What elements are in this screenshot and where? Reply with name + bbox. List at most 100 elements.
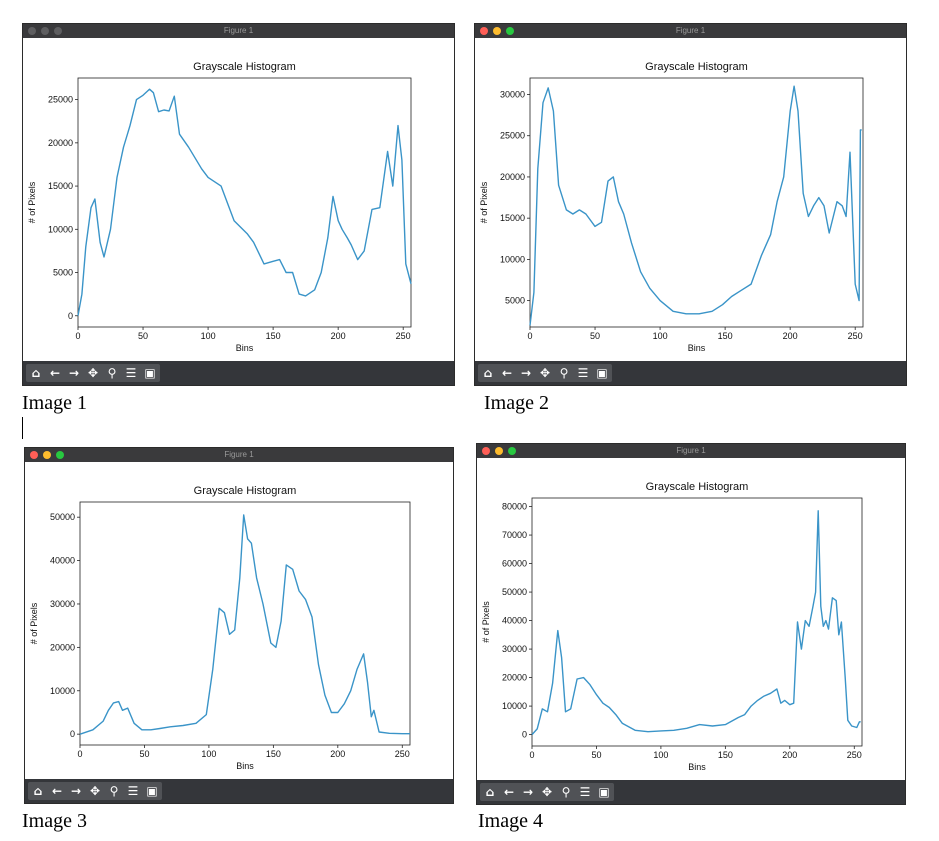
maximize-button[interactable] bbox=[506, 27, 514, 35]
x-tick-label: 100 bbox=[653, 331, 668, 341]
y-tick-label: 15000 bbox=[48, 181, 73, 191]
x-axis-label: Bins bbox=[236, 343, 254, 353]
home-icon[interactable]: ⌂ bbox=[483, 366, 493, 380]
y-tick-label: 50000 bbox=[502, 587, 527, 597]
forward-arrow-icon[interactable]: → bbox=[522, 785, 534, 799]
maximize-button[interactable] bbox=[508, 447, 516, 455]
zoom-icon[interactable]: ⚲ bbox=[109, 784, 119, 798]
x-tick-label: 150 bbox=[718, 750, 733, 760]
x-tick-label: 100 bbox=[653, 750, 668, 760]
minimize-button[interactable] bbox=[493, 27, 501, 35]
y-axis-label: # of Pixels bbox=[481, 601, 491, 643]
chart-title: Grayscale Histogram bbox=[645, 61, 748, 73]
window-titlebar[interactable]: Figure 1 bbox=[25, 448, 453, 462]
y-tick-label: 10000 bbox=[502, 701, 527, 711]
histogram-chart[interactable]: Grayscale Histogram 0 50 100 150 200 250 0 10000… bbox=[25, 462, 453, 779]
x-tick-label: 250 bbox=[396, 331, 411, 341]
configure-subplots-icon[interactable]: ☰ bbox=[579, 785, 591, 799]
figure-window-2: Figure 1 Grayscale Histogram 0 50 100 150 200… bbox=[474, 23, 907, 386]
y-tick-label: 30000 bbox=[502, 644, 527, 654]
y-tick-label: 0 bbox=[522, 730, 527, 740]
minimize-button[interactable] bbox=[41, 27, 49, 35]
back-arrow-icon[interactable]: ← bbox=[51, 784, 63, 798]
zoom-icon[interactable]: ⚲ bbox=[107, 366, 117, 380]
histogram-chart[interactable]: Grayscale Histogram 0 50 100 150 200 250 0 5000 1… bbox=[23, 38, 454, 361]
y-tick-label: 20000 bbox=[500, 172, 525, 182]
x-tick-label: 50 bbox=[591, 750, 601, 760]
close-button[interactable] bbox=[480, 27, 488, 35]
save-icon[interactable]: ▣ bbox=[146, 784, 158, 798]
y-tick-label: 25000 bbox=[500, 131, 525, 141]
x-tick-label: 50 bbox=[138, 331, 148, 341]
histogram-plot[interactable]: Grayscale Histogram 0 50 100 150 200 250 0 10000… bbox=[25, 462, 453, 779]
figure-window-4: Figure 1 Grayscale Histogram 0 50 100 150 200… bbox=[476, 443, 906, 805]
y-tick-label: 30000 bbox=[50, 599, 75, 609]
x-tick-label: 200 bbox=[330, 749, 345, 759]
pan-icon[interactable]: ✥ bbox=[541, 785, 553, 799]
x-tick-label: 150 bbox=[266, 331, 281, 341]
configure-subplots-icon[interactable]: ☰ bbox=[127, 784, 139, 798]
x-tick-label: 0 bbox=[529, 750, 534, 760]
forward-arrow-icon[interactable]: → bbox=[68, 366, 80, 380]
plot-frame bbox=[531, 497, 863, 747]
histogram-plot[interactable]: Grayscale Histogram 0 50 100 150 200 250 5000 10… bbox=[475, 38, 906, 361]
x-tick-label: 200 bbox=[782, 750, 797, 760]
save-icon[interactable]: ▣ bbox=[144, 366, 156, 380]
close-button[interactable] bbox=[482, 447, 490, 455]
x-tick-label: 50 bbox=[139, 749, 149, 759]
chart-title: Grayscale Histogram bbox=[193, 61, 296, 73]
histogram-chart[interactable]: Grayscale Histogram 0 50 100 150 200 250 5000 10… bbox=[475, 38, 906, 361]
forward-arrow-icon[interactable]: → bbox=[70, 784, 82, 798]
image-caption: Image 3 bbox=[22, 810, 87, 832]
x-tick-label: 250 bbox=[848, 331, 863, 341]
home-icon[interactable]: ⌂ bbox=[33, 784, 43, 798]
forward-arrow-icon[interactable]: → bbox=[520, 366, 532, 380]
x-tick-label: 150 bbox=[266, 749, 281, 759]
configure-subplots-icon[interactable]: ☰ bbox=[125, 366, 137, 380]
histogram-plot[interactable]: Grayscale Histogram 0 50 100 150 200 250 0 10000… bbox=[477, 458, 905, 780]
minimize-button[interactable] bbox=[43, 451, 51, 459]
close-button[interactable] bbox=[28, 27, 36, 35]
window-titlebar[interactable]: Figure 1 bbox=[475, 24, 906, 38]
zoom-icon[interactable]: ⚲ bbox=[559, 366, 569, 380]
maximize-button[interactable] bbox=[54, 27, 62, 35]
x-axis-label: Bins bbox=[688, 762, 706, 772]
configure-subplots-icon[interactable]: ☰ bbox=[577, 366, 589, 380]
histogram-chart[interactable]: Grayscale Histogram 0 50 100 150 200 250 0 10000… bbox=[477, 458, 905, 780]
close-button[interactable] bbox=[30, 451, 38, 459]
x-tick-label: 0 bbox=[77, 749, 82, 759]
pan-icon[interactable]: ✥ bbox=[539, 366, 551, 380]
window-titlebar[interactable]: Figure 1 bbox=[477, 444, 905, 458]
save-icon[interactable]: ▣ bbox=[598, 785, 610, 799]
y-tick-label: 5000 bbox=[505, 296, 525, 306]
home-icon[interactable]: ⌂ bbox=[485, 785, 495, 799]
y-tick-label: 10000 bbox=[500, 254, 525, 264]
x-tick-label: 0 bbox=[75, 331, 80, 341]
zoom-icon[interactable]: ⚲ bbox=[561, 785, 571, 799]
window-titlebar[interactable]: Figure 1 bbox=[23, 24, 454, 38]
histogram-line bbox=[529, 85, 862, 326]
y-tick-label: 40000 bbox=[50, 556, 75, 566]
y-tick-label: 5000 bbox=[53, 268, 73, 278]
y-axis-label: # of Pixels bbox=[27, 181, 37, 223]
x-tick-label: 150 bbox=[718, 331, 733, 341]
save-icon[interactable]: ▣ bbox=[596, 366, 608, 380]
figure-window-3: Figure 1 Grayscale Histogram 0 50 100 150 200… bbox=[24, 447, 454, 804]
home-icon[interactable]: ⌂ bbox=[31, 366, 41, 380]
x-tick-label: 100 bbox=[201, 331, 216, 341]
pan-icon[interactable]: ✥ bbox=[89, 784, 101, 798]
y-tick-label: 30000 bbox=[500, 89, 525, 99]
histogram-plot[interactable]: Grayscale Histogram 0 50 100 150 200 250 0 5000 1… bbox=[23, 38, 454, 361]
pan-icon[interactable]: ✥ bbox=[87, 366, 99, 380]
plot-frame bbox=[77, 77, 412, 328]
figure-window-1: Figure 1 Grayscale Histogram 0 50 100 150 200… bbox=[22, 23, 455, 386]
back-arrow-icon[interactable]: ← bbox=[503, 785, 515, 799]
plot-frame bbox=[79, 501, 411, 746]
minimize-button[interactable] bbox=[495, 447, 503, 455]
back-arrow-icon[interactable]: ← bbox=[501, 366, 513, 380]
matplotlib-toolbar: ⌂ ← → ✥ ⚲ ☰ ▣ bbox=[477, 780, 905, 804]
x-tick-label: 0 bbox=[527, 331, 532, 341]
y-tick-label: 60000 bbox=[502, 559, 527, 569]
maximize-button[interactable] bbox=[56, 451, 64, 459]
back-arrow-icon[interactable]: ← bbox=[49, 366, 61, 380]
